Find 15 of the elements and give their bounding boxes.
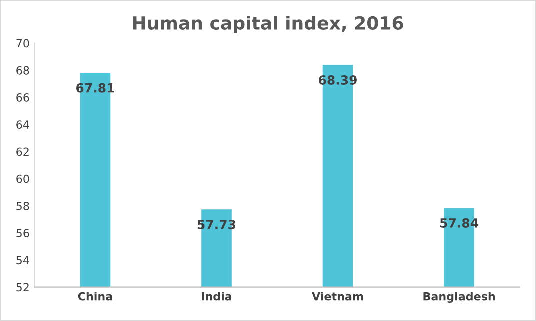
y-tick-label: 62	[16, 148, 29, 156]
x-tick-label: Bangladesh	[424, 292, 495, 303]
x-tick-label: Vietnam	[312, 292, 364, 301]
y-tick-label: 52	[16, 283, 29, 292]
chart-title: Human capital index, 2016	[133, 16, 404, 34]
y-tick-label: 70	[16, 39, 30, 48]
y-tick-label: 68	[16, 66, 30, 75]
x-tick-label: China	[78, 292, 112, 301]
y-tick-label: 60	[16, 174, 30, 184]
y-tick-label: 54	[16, 256, 30, 265]
y-tick-label: 56	[16, 229, 30, 238]
y-tick-label: 58	[16, 202, 30, 210]
y-tick-label: 64	[16, 120, 30, 130]
x-tick-label: India	[202, 292, 232, 301]
y-tick-label: 66	[16, 94, 30, 102]
